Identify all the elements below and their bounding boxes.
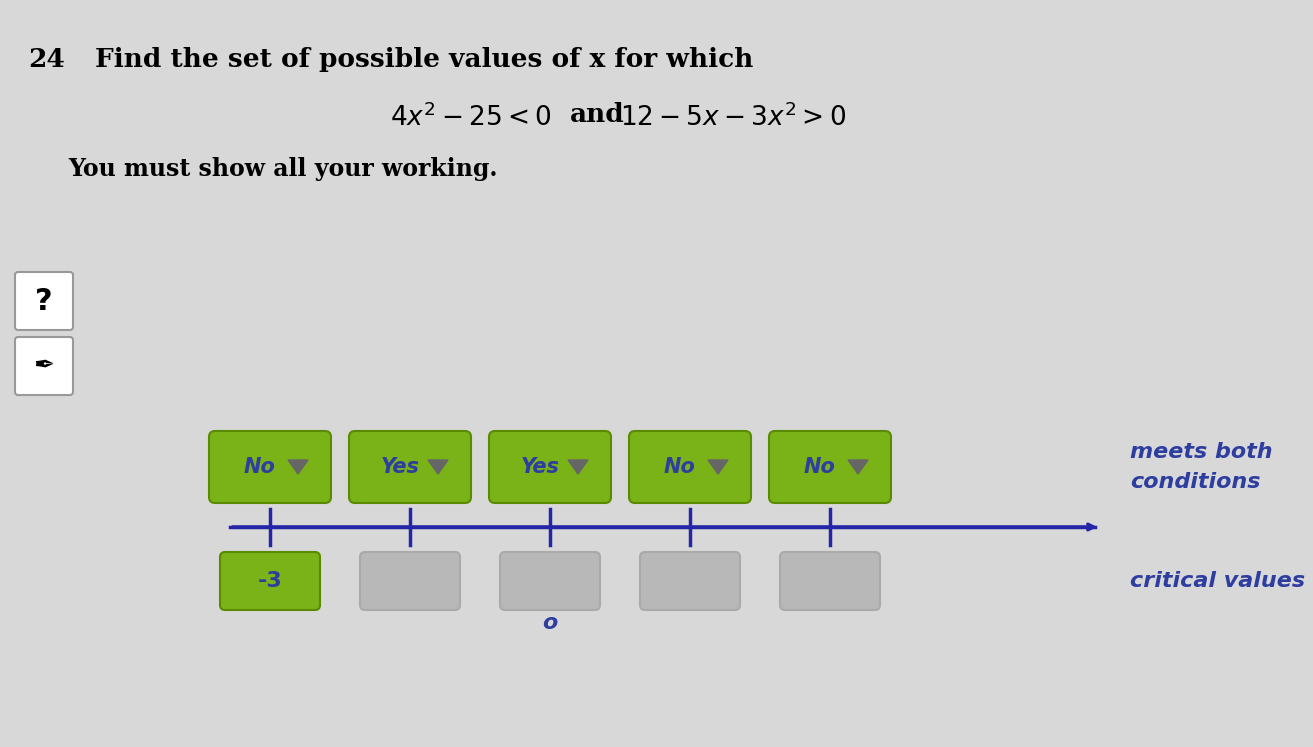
FancyBboxPatch shape: [14, 337, 74, 395]
Text: No: No: [244, 457, 276, 477]
Text: critical values: critical values: [1130, 571, 1305, 591]
Text: Find the set of possible values of x for which: Find the set of possible values of x for…: [95, 47, 754, 72]
FancyBboxPatch shape: [629, 431, 751, 503]
Polygon shape: [708, 460, 727, 474]
FancyBboxPatch shape: [639, 552, 741, 610]
Text: o: o: [542, 613, 558, 633]
Text: Yes: Yes: [381, 457, 419, 477]
Text: $12 - 5x - 3x^2 > 0$: $12 - 5x - 3x^2 > 0$: [620, 102, 846, 131]
Text: -3: -3: [257, 571, 282, 591]
FancyBboxPatch shape: [780, 552, 880, 610]
Polygon shape: [428, 460, 448, 474]
Text: $4x^2 - 25 < 0$: $4x^2 - 25 < 0$: [390, 102, 551, 131]
FancyBboxPatch shape: [360, 552, 460, 610]
Text: ?: ?: [35, 287, 53, 315]
Text: Yes: Yes: [520, 457, 559, 477]
Polygon shape: [288, 460, 309, 474]
Text: No: No: [804, 457, 836, 477]
FancyBboxPatch shape: [349, 431, 471, 503]
FancyBboxPatch shape: [221, 552, 320, 610]
Text: conditions: conditions: [1130, 472, 1260, 492]
Text: and: and: [570, 102, 625, 127]
FancyBboxPatch shape: [488, 431, 611, 503]
FancyBboxPatch shape: [14, 272, 74, 330]
Polygon shape: [848, 460, 868, 474]
Polygon shape: [569, 460, 588, 474]
FancyBboxPatch shape: [769, 431, 892, 503]
FancyBboxPatch shape: [209, 431, 331, 503]
Text: 24: 24: [28, 47, 64, 72]
Text: No: No: [664, 457, 696, 477]
Text: You must show all your working.: You must show all your working.: [68, 157, 498, 181]
Text: ✒: ✒: [34, 354, 55, 378]
FancyBboxPatch shape: [500, 552, 600, 610]
Text: meets both: meets both: [1130, 442, 1272, 462]
